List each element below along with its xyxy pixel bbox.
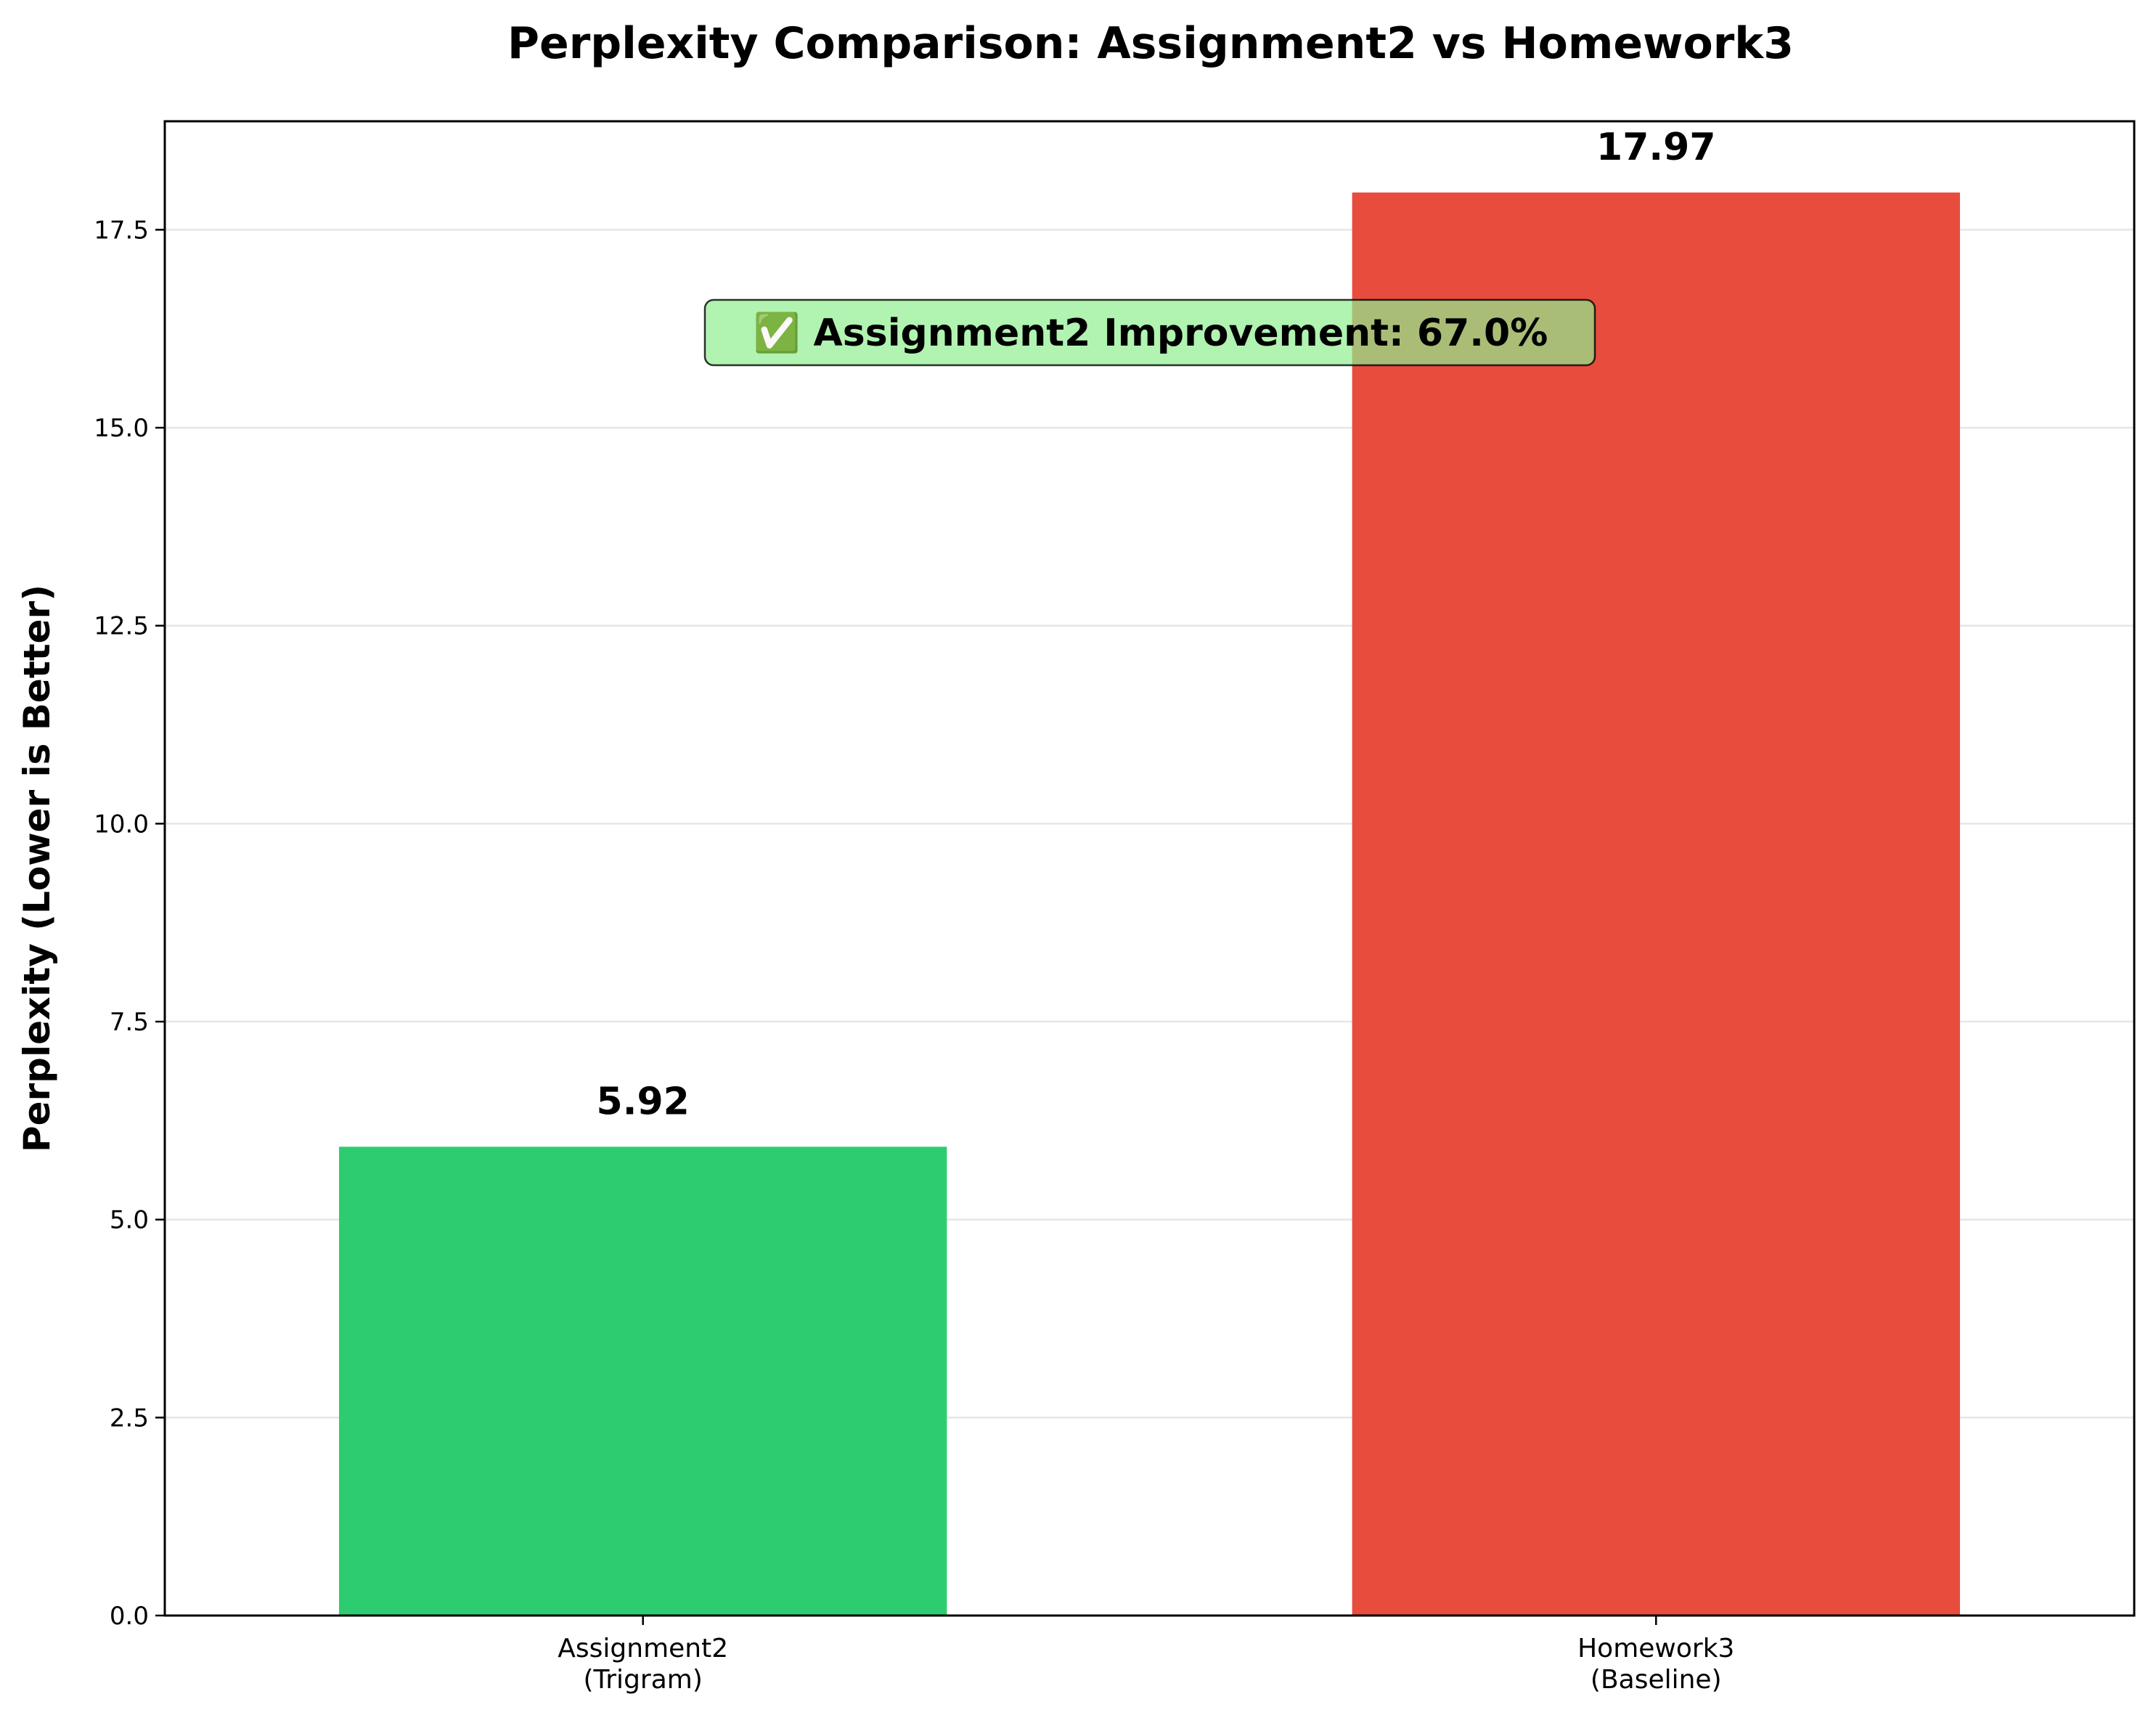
bar-homework3 xyxy=(1352,192,1960,1616)
improvement-annotation: ✅ Assignment2 Improvement: 67.0% xyxy=(703,298,1596,367)
data-labels: 5.92 17.97 xyxy=(597,126,1716,1123)
bar-assignment2 xyxy=(339,1146,947,1616)
y-tick-label: 2.5 xyxy=(110,1404,149,1433)
y-tick-label: 17.5 xyxy=(94,216,149,245)
bars xyxy=(339,192,1960,1616)
y-tick-label: 0.0 xyxy=(110,1602,149,1631)
y-axis-ticks: 0.0 2.5 5.0 7.5 10.0 12.5 15.0 17.5 xyxy=(94,216,165,1631)
y-axis-label: Perplexity (Lower is Better) xyxy=(16,584,58,1152)
x-tick-label: (Trigram) xyxy=(584,1665,703,1695)
x-axis-ticks: Assignment2(Trigram) Homework3(Baseline) xyxy=(558,1616,1734,1695)
y-tick-label: 7.5 xyxy=(110,1008,149,1037)
x-tick-label: Homework3 xyxy=(1577,1634,1734,1663)
data-label: 17.97 xyxy=(1596,126,1715,169)
x-tick-label: (Baseline) xyxy=(1591,1665,1722,1695)
data-label: 5.92 xyxy=(597,1080,690,1123)
y-tick-label: 10.0 xyxy=(94,810,149,839)
y-tick-label: 12.5 xyxy=(94,612,149,641)
chart-title: Perplexity Comparison: Assignment2 vs Ho… xyxy=(507,18,1794,69)
y-tick-label: 5.0 xyxy=(110,1206,149,1235)
annotation-box xyxy=(703,298,1596,367)
y-tick-label: 15.0 xyxy=(94,414,149,443)
annotation-text: ✅ Assignment2 Improvement: 67.0% xyxy=(754,311,1548,355)
x-tick-label: Assignment2 xyxy=(558,1634,728,1663)
plot-frame xyxy=(163,120,2136,1617)
